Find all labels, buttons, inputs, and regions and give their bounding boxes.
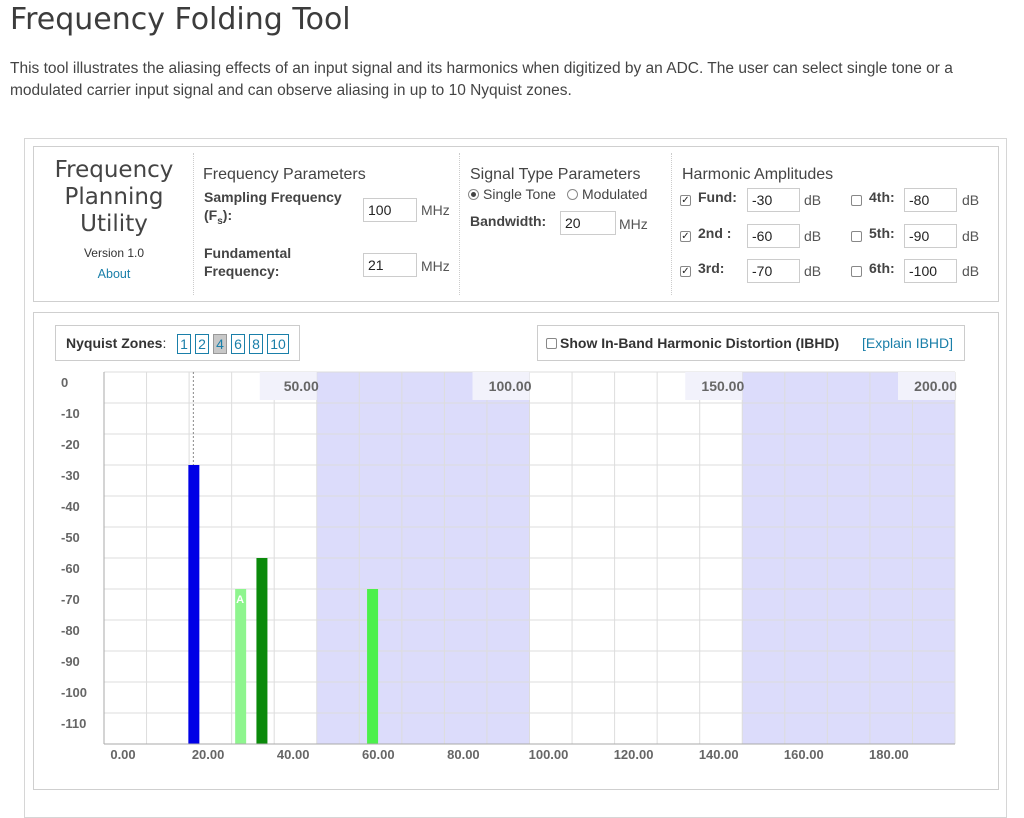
3rd-amplitude-input[interactable]	[747, 259, 800, 283]
sampling-label-open: (F	[204, 207, 218, 223]
sampling-label-subscript: s	[217, 215, 223, 227]
intro-text: This tool illustrates the aliasing effec…	[10, 60, 953, 99]
fundamental-frequency-input[interactable]	[363, 253, 417, 277]
ibhd-panel: Show In-Band Harmonic Distortion (IBHD) …	[537, 325, 965, 361]
fund-unit: dB	[804, 192, 822, 208]
signal-type-title: Signal Type Parameters	[470, 166, 641, 183]
nyquist-zones-label: Nyquist Zones:	[66, 335, 166, 351]
5th-amplitude-input[interactable]	[904, 224, 957, 248]
3rd-unit: dB	[804, 263, 822, 279]
nyquist-zone-button-10[interactable]: 10	[267, 334, 289, 354]
nyquist-zones-colon: :	[162, 335, 167, 351]
sampling-unit: MHz	[421, 202, 450, 218]
3rd-checkbox[interactable]: ✓	[680, 266, 691, 277]
4th-unit: dB	[962, 192, 980, 208]
nyquist-zones-selector: Nyquist Zones: 1 2 4 6 8 10	[55, 325, 300, 361]
utility-info: Frequency Planning Utility Version 1.0 A…	[34, 157, 194, 281]
column-divider	[193, 153, 194, 295]
about-link[interactable]: About	[97, 267, 131, 281]
modulated-radio[interactable]	[567, 189, 578, 200]
page-title: Frequency Folding Tool	[10, 2, 351, 37]
bandwidth-label: Bandwidth:	[470, 213, 547, 229]
single-tone-radio[interactable]	[468, 189, 479, 200]
2nd-checkbox[interactable]: ✓	[680, 231, 691, 242]
explain-ibhd-link[interactable]: [Explain IBHD]	[862, 335, 954, 351]
2nd-unit: dB	[804, 228, 822, 244]
nyquist-zone-button-8[interactable]: 8	[249, 334, 263, 354]
6th-unit: dB	[962, 263, 980, 279]
fund-label: Fund:	[698, 189, 737, 205]
sampling-label-close: ):	[222, 207, 233, 223]
harmonic-amplitudes-title: Harmonic Amplitudes	[682, 166, 834, 183]
parameters-panel: Frequency Planning Utility Version 1.0 A…	[33, 146, 999, 302]
4th-label: 4th:	[869, 189, 895, 205]
fundamental-frequency-label: Fundamental Frequency:	[204, 244, 291, 280]
single-tone-label: Single Tone	[483, 186, 556, 202]
fund-amplitude-input[interactable]	[747, 188, 800, 212]
fundamental-label-2: Frequency:	[204, 263, 280, 279]
sampling-frequency-input[interactable]	[363, 198, 417, 222]
6th-amplitude-input[interactable]	[904, 259, 957, 283]
2nd-amplitude-input[interactable]	[747, 224, 800, 248]
frequency-params-title: Frequency Parameters	[203, 166, 366, 183]
nyquist-zone-button-2[interactable]: 2	[195, 334, 209, 354]
column-divider	[459, 153, 460, 295]
modulated-label: Modulated	[582, 186, 648, 202]
sampling-frequency-label: Sampling Frequency (Fs):	[204, 188, 342, 231]
6th-label: 6th:	[869, 260, 895, 276]
3rd-label: 3rd:	[698, 260, 725, 276]
utility-version: Version 1.0	[83, 246, 145, 260]
utility-title: Frequency Planning Utility	[54, 157, 174, 237]
ibhd-checkbox[interactable]	[546, 338, 557, 349]
4th-checkbox[interactable]	[851, 195, 862, 206]
fundamental-unit: MHz	[421, 258, 450, 274]
6th-checkbox[interactable]	[851, 266, 862, 277]
nyquist-zone-button-6[interactable]: 6	[231, 334, 245, 354]
nyquist-zone-button-4[interactable]: 4	[213, 334, 227, 354]
5th-checkbox[interactable]	[851, 231, 862, 242]
bandwidth-input[interactable]	[560, 211, 616, 235]
5th-label: 5th:	[869, 225, 895, 241]
fund-checkbox[interactable]: ✓	[680, 195, 691, 206]
column-divider	[671, 153, 672, 295]
nyquist-zone-button-1[interactable]: 1	[177, 334, 191, 354]
nyquist-zones-label-text: Nyquist Zones	[66, 335, 163, 351]
2nd-label: 2nd :	[698, 225, 732, 241]
ibhd-label: Show In-Band Harmonic Distortion (IBHD)	[560, 335, 840, 351]
fundamental-label-1: Fundamental	[204, 245, 292, 261]
sampling-label-main: Sampling Frequency	[204, 189, 342, 205]
5th-unit: dB	[962, 228, 980, 244]
bandwidth-unit: MHz	[619, 216, 648, 232]
4th-amplitude-input[interactable]	[904, 188, 957, 212]
plot-panel	[33, 312, 999, 790]
